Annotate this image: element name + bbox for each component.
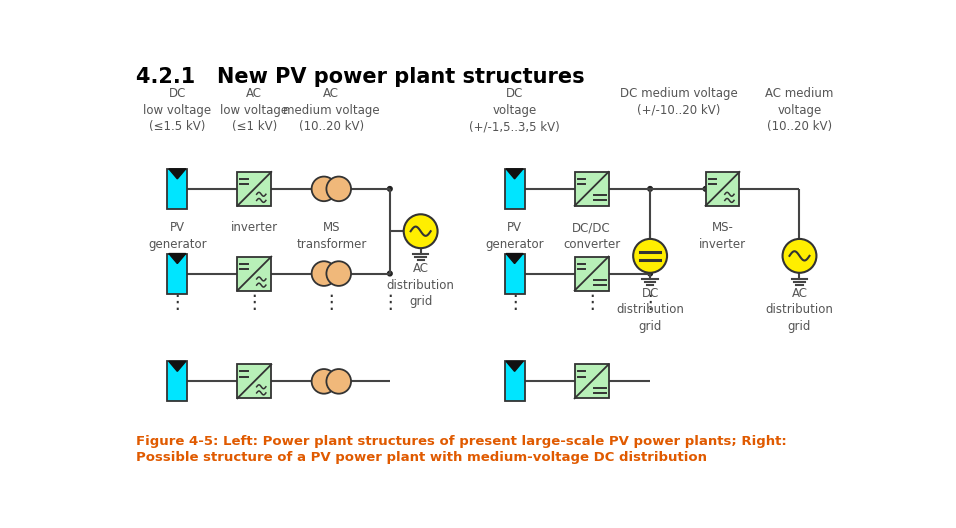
Polygon shape — [575, 172, 609, 206]
Circle shape — [387, 186, 392, 191]
Text: DC/DC
converter: DC/DC converter — [563, 221, 620, 251]
Polygon shape — [575, 257, 609, 290]
Polygon shape — [505, 169, 525, 209]
Text: Figure 4-5: Left: Power plant structures of present large-scale PV power plants;: Figure 4-5: Left: Power plant structures… — [136, 435, 787, 465]
Text: AC medium
voltage
(10..20 kV): AC medium voltage (10..20 kV) — [766, 87, 834, 133]
Polygon shape — [169, 361, 185, 371]
Text: DC medium voltage
(+/-10..20 kV): DC medium voltage (+/-10..20 kV) — [619, 87, 737, 117]
Text: DC
voltage
(+/-1,5..3,5 kV): DC voltage (+/-1,5..3,5 kV) — [469, 87, 560, 133]
Circle shape — [648, 271, 652, 276]
Circle shape — [633, 239, 667, 273]
Polygon shape — [167, 253, 187, 294]
Polygon shape — [167, 169, 187, 209]
Circle shape — [648, 186, 652, 191]
Polygon shape — [505, 361, 525, 401]
Text: ⋮: ⋮ — [641, 293, 660, 312]
Circle shape — [704, 186, 707, 191]
Text: MS-
inverter: MS- inverter — [699, 221, 746, 251]
Text: 4.2.1   New PV power plant structures: 4.2.1 New PV power plant structures — [136, 67, 584, 87]
Text: ⋮: ⋮ — [380, 293, 400, 312]
Polygon shape — [506, 253, 523, 263]
Polygon shape — [167, 361, 187, 401]
Circle shape — [387, 271, 392, 276]
Text: ⋮: ⋮ — [505, 293, 524, 312]
Polygon shape — [706, 172, 739, 206]
Circle shape — [312, 369, 337, 394]
Text: AC
distribution
grid: AC distribution grid — [766, 287, 834, 333]
Polygon shape — [506, 361, 523, 371]
Text: inverter: inverter — [230, 221, 278, 234]
Text: ⋮: ⋮ — [582, 293, 601, 312]
Circle shape — [403, 214, 438, 248]
Polygon shape — [506, 169, 523, 179]
Text: AC
medium voltage
(10..20 kV): AC medium voltage (10..20 kV) — [283, 87, 380, 133]
Circle shape — [326, 176, 351, 201]
Text: ⋮: ⋮ — [245, 293, 264, 312]
Text: AC
low voltage
(≤1 kV): AC low voltage (≤1 kV) — [220, 87, 289, 133]
Polygon shape — [237, 257, 272, 290]
Polygon shape — [505, 253, 525, 294]
Circle shape — [326, 261, 351, 286]
Polygon shape — [575, 364, 609, 398]
Circle shape — [312, 176, 337, 201]
Text: DC
low voltage
(≤1.5 kV): DC low voltage (≤1.5 kV) — [143, 87, 211, 133]
Text: PV
generator: PV generator — [486, 221, 544, 251]
Circle shape — [783, 239, 816, 273]
Text: ⋮: ⋮ — [321, 293, 341, 312]
Text: PV
generator: PV generator — [148, 221, 206, 251]
Text: DC
distribution
grid: DC distribution grid — [617, 287, 684, 333]
Text: ⋮: ⋮ — [167, 293, 187, 312]
Circle shape — [326, 369, 351, 394]
Polygon shape — [169, 253, 185, 263]
Text: MS
transformer: MS transformer — [296, 221, 366, 251]
Polygon shape — [237, 172, 272, 206]
Circle shape — [312, 261, 337, 286]
Polygon shape — [169, 169, 185, 179]
Polygon shape — [237, 364, 272, 398]
Text: AC
distribution
grid: AC distribution grid — [387, 262, 455, 308]
